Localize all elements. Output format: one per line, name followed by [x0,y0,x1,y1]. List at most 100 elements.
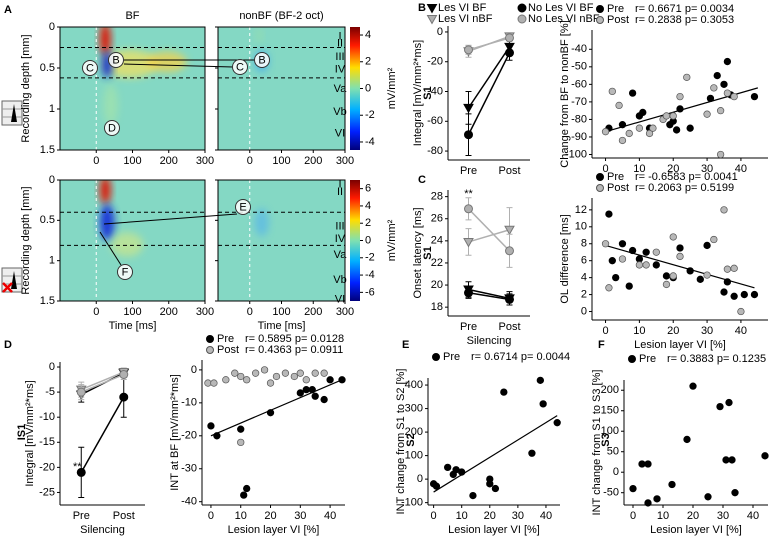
point [320,395,328,404]
point [464,45,473,55]
annotation: C [86,62,94,74]
point [653,495,661,503]
x-axis-label: Lesion layer VI [%] [228,524,320,536]
point [296,389,304,397]
point [625,282,633,290]
point [500,388,508,396]
panel-label: F [598,339,605,351]
annotation: B [258,54,265,66]
legend-label: Les VI nBF [438,13,493,25]
colorbar-tick-label: 2 [365,217,371,229]
y-tick-label: -20 [427,56,443,68]
series-line [80,396,125,473]
point [553,419,561,427]
x-tick-label: 100 [123,306,141,318]
point [716,150,725,159]
point [672,126,681,134]
point [302,376,310,384]
x-tick-label: 10 [657,510,669,522]
x-tick-label: 30 [717,510,729,522]
point [669,112,677,120]
point [237,438,245,447]
x-tick-label: 300 [196,306,214,318]
point [635,261,644,269]
heatmap-blob [99,27,111,56]
x-tick-label: 10 [235,510,247,522]
y-axis-label: OL difference [ms] [559,214,571,303]
y-tick-label: 2 [581,288,587,300]
y-tick-label: 1.5 [40,144,55,156]
y-tick-label: 300 [405,402,423,414]
y-axis-label: INT change from S1 to S3 [%] [591,370,603,516]
point [662,280,671,289]
point [642,248,650,256]
panel-label: E [402,339,409,351]
x-axis-label: Lesion layer VI [%] [650,524,742,536]
series-line [468,292,510,301]
legend-label: Pre [217,333,234,345]
point [505,48,514,58]
y-tick-label: 12 [575,204,587,216]
y-tick-label: 1 [49,255,55,267]
y-axis-label: Change from BF to nonBF [%] [559,20,571,167]
point [601,240,610,248]
point [644,460,652,468]
x-tick-label: Pre [73,510,90,522]
series-line [80,371,125,391]
y-tick-label: 200 [601,384,619,396]
heatmap-blob [99,180,111,205]
point [716,402,724,411]
annotation-circle [254,52,270,68]
point [608,257,616,265]
x-tick-label: 10 [456,510,468,522]
point [528,449,536,457]
point [601,128,610,136]
point [676,105,684,113]
series-line [80,373,125,393]
x-tick-label: 30 [512,510,524,522]
x-tick-label: 40 [324,510,336,522]
point [504,225,515,236]
colorbar-tick-label: 0 [365,82,371,94]
point [119,392,129,402]
point [676,92,684,101]
x-tick-label: 0 [247,306,253,318]
y-tick-label: -40 [181,496,197,508]
y-tick-label: -5 [45,386,55,398]
x-tick-label: 20 [687,510,699,522]
heatmap [60,27,205,150]
x-tick-label: Post [498,321,520,333]
point [750,92,759,101]
y-tick-label: -20 [181,430,197,442]
legend-label: Pre [607,171,624,183]
y-tick-label: -100 [565,148,587,160]
colorbar-label: mV/mm² [386,219,398,261]
point [539,400,547,408]
legend-marker [628,355,636,363]
x-tick-label: 40 [747,510,759,522]
y-tick-label: 0 [49,21,55,33]
point [243,484,251,493]
legend-label: Les VI BF [438,2,487,14]
y-tick-label: 6 [581,255,587,267]
y-tick-label: 0 [613,466,619,478]
point [231,369,239,377]
x-tick-label: 20 [484,510,496,522]
x-tick-label: 20 [264,510,276,522]
significance: ** [73,461,82,473]
y-tick-label: 4 [581,272,587,284]
y-tick-label: 0 [49,361,55,373]
y-axis-label: Recording depth [mm] [20,186,32,294]
legend-marker [596,173,604,181]
legend-stats: r= 0.5895 p= 0.0128 [245,333,344,345]
y-tick-label: -70 [571,96,587,108]
heatmap [218,27,345,150]
point [338,376,346,384]
x-axis-label: Lesion layer VI [%] [634,339,726,351]
point [618,255,627,263]
layer-label: IV [335,64,346,76]
legend-marker [596,16,604,24]
x-tick-label: 0 [247,155,253,167]
colorbar-tick-label: 6 [365,183,371,195]
legend-stats: r= 0.3883 p= 0.1235 [667,353,766,365]
